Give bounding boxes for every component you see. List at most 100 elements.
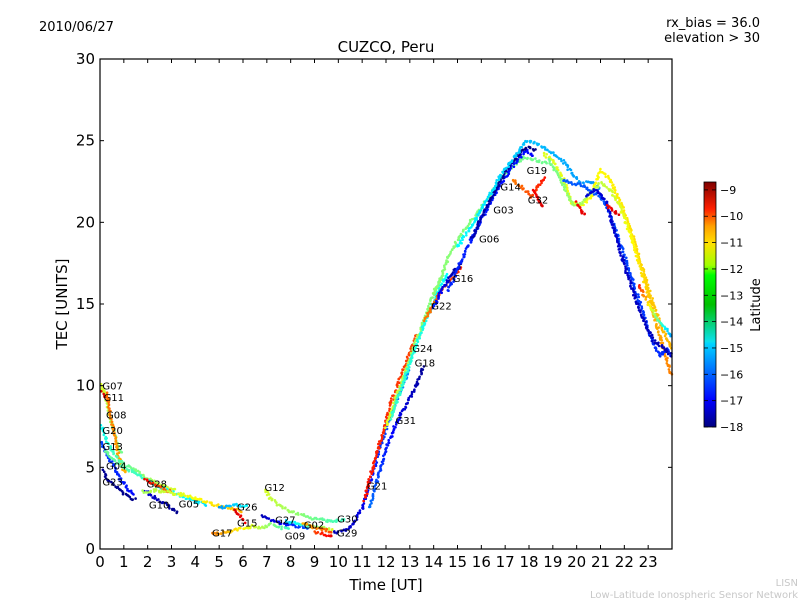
- data-point: [441, 274, 444, 277]
- data-point: [515, 152, 518, 155]
- colorbar-tick-label: −18: [720, 421, 743, 434]
- data-point: [114, 440, 117, 443]
- y-tick-label: 30: [76, 50, 95, 68]
- data-point: [111, 460, 114, 463]
- satellite-label: G13: [102, 442, 122, 453]
- data-point: [637, 262, 640, 265]
- data-point: [521, 148, 525, 152]
- data-point: [102, 470, 106, 474]
- data-point: [330, 534, 333, 538]
- x-tick-label: 22: [615, 553, 634, 571]
- data-point: [659, 341, 663, 345]
- data-point: [562, 162, 565, 165]
- data-point: [372, 460, 376, 464]
- data-point: [115, 452, 119, 456]
- data-point: [426, 314, 430, 318]
- data-point: [410, 359, 413, 363]
- data-point: [583, 212, 586, 216]
- data-point: [470, 226, 473, 229]
- data-point: [654, 349, 658, 352]
- data-point: [280, 525, 283, 528]
- data-point: [414, 346, 417, 350]
- data-point: [454, 274, 458, 278]
- data-point: [245, 504, 248, 507]
- data-point: [389, 399, 393, 403]
- data-point: [126, 487, 129, 491]
- data-point: [395, 421, 398, 424]
- data-point: [603, 197, 606, 201]
- data-point: [432, 304, 436, 308]
- series-e6: [605, 204, 621, 216]
- colorbar-tick-label: −12: [720, 263, 743, 276]
- x-tick-label: 7: [262, 553, 272, 571]
- data-point: [494, 181, 498, 184]
- colorbar-tick-label: −14: [720, 316, 743, 329]
- data-point: [368, 505, 372, 509]
- data-point: [649, 295, 652, 299]
- data-point: [632, 278, 635, 281]
- data-point: [656, 327, 659, 331]
- data-point: [529, 139, 533, 143]
- data-point: [422, 319, 426, 323]
- y-tick-label: 25: [76, 132, 95, 150]
- data-point: [626, 225, 630, 228]
- data-point: [368, 481, 372, 484]
- data-point: [614, 212, 618, 215]
- data-point: [514, 154, 518, 158]
- data-point: [229, 504, 232, 508]
- data-point: [275, 503, 279, 507]
- data-point: [449, 250, 453, 254]
- data-point: [404, 359, 408, 363]
- data-point: [642, 290, 645, 294]
- data-point: [462, 229, 465, 232]
- data-point: [651, 297, 654, 300]
- data-point: [349, 525, 352, 528]
- series-g02: [301, 521, 333, 534]
- satellite-label: G07: [102, 382, 122, 393]
- data-point: [566, 165, 569, 169]
- data-point: [380, 434, 384, 437]
- data-point: [630, 281, 633, 285]
- colorbar-label: Latitude: [749, 278, 764, 332]
- data-point: [284, 506, 287, 510]
- data-point: [371, 470, 375, 473]
- data-point: [415, 380, 419, 384]
- data-point: [365, 489, 369, 492]
- data-point: [638, 286, 642, 290]
- data-point: [468, 222, 471, 225]
- data-point: [199, 497, 203, 501]
- y-tick-label: 10: [76, 377, 95, 395]
- data-point: [518, 157, 522, 161]
- data-point: [415, 343, 419, 346]
- data-point: [381, 441, 384, 445]
- data-point: [197, 500, 200, 504]
- data-point: [387, 441, 391, 445]
- data-point: [333, 531, 336, 534]
- data-point: [649, 331, 652, 335]
- data-point: [633, 297, 636, 300]
- data-point: [596, 174, 599, 178]
- data-point: [113, 459, 117, 463]
- data-point: [117, 462, 120, 465]
- data-point: [610, 209, 614, 212]
- data-point: [134, 468, 137, 471]
- data-point: [526, 151, 530, 155]
- satellite-label: G09: [285, 532, 305, 543]
- data-point: [585, 201, 589, 204]
- series-g23: [101, 468, 137, 502]
- data-point: [637, 252, 641, 256]
- data-point: [219, 532, 223, 535]
- data-point: [467, 244, 470, 247]
- data-point: [113, 433, 116, 437]
- data-point: [572, 203, 576, 207]
- elevation-label: elevation > 30: [664, 31, 760, 46]
- data-point: [107, 479, 111, 483]
- data-point: [143, 477, 146, 481]
- data-point: [257, 526, 260, 530]
- data-point: [617, 201, 621, 205]
- data-point: [112, 425, 115, 429]
- data-point: [124, 470, 127, 474]
- data-point: [440, 282, 444, 286]
- data-point: [431, 292, 435, 295]
